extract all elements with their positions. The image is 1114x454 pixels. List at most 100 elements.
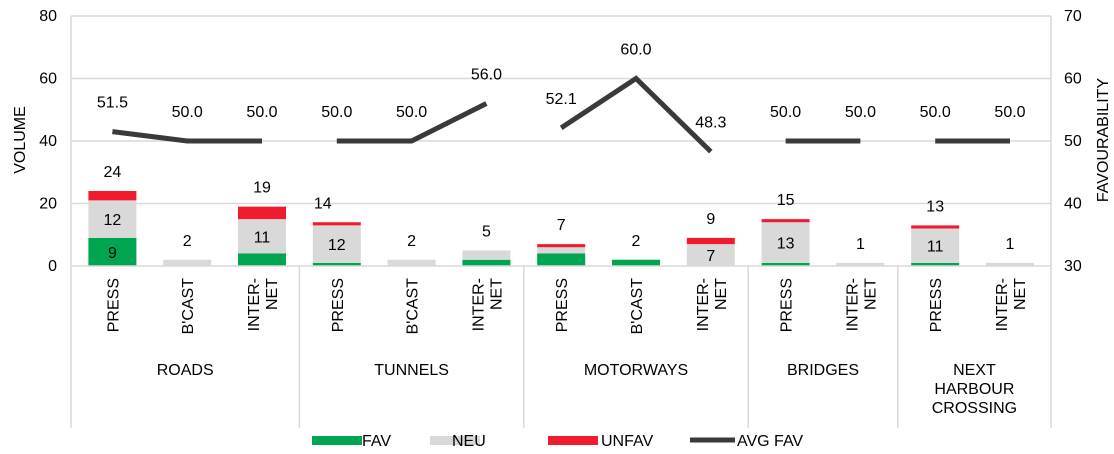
bar-segment-neu	[537, 247, 586, 254]
legend-swatch-unfav	[548, 436, 598, 445]
group-label: ROADS	[157, 362, 214, 379]
y-axis-right-title: FAVOURABILITY	[1095, 78, 1112, 203]
category-label: PRESS	[779, 278, 796, 332]
bar-segment-neu	[163, 259, 212, 266]
bar-segment-neu	[836, 262, 885, 266]
neu-data-label: 7	[706, 248, 715, 265]
bar-segment-neu	[462, 250, 511, 260]
avg-fav-data-label: 50.0	[321, 104, 352, 121]
bar-segment-fav	[462, 259, 511, 266]
neu-data-label: 11	[254, 229, 271, 246]
total-data-label: 1	[1006, 236, 1015, 253]
y-axis-left-title: VOLUME	[12, 106, 29, 174]
y-left-tick-label: 80	[39, 8, 57, 25]
bar-segment-fav	[612, 259, 660, 266]
bar-segment-neu	[986, 262, 1034, 266]
legend-swatch-neu	[430, 436, 480, 445]
category-label: B'CAST	[180, 278, 197, 335]
category-label: PRESS	[105, 278, 122, 332]
bar-segment-unfav	[761, 219, 810, 223]
total-data-label: 2	[632, 233, 641, 250]
group-label: TUNNELS	[374, 362, 449, 379]
avg-fav-data-label: 50.0	[172, 104, 203, 121]
category-label: INTER-NET	[994, 278, 1029, 332]
bar-segment-fav	[88, 237, 137, 266]
y-right-tick-label: 50	[1064, 133, 1082, 150]
bar-segment-unfav	[686, 237, 735, 245]
category-label: INTER-NET	[695, 278, 730, 332]
y-right-tick-label: 60	[1064, 71, 1082, 88]
avg-fav-data-label: 52.1	[546, 91, 577, 108]
bar-segment-fav	[537, 253, 586, 266]
y-left-tick-label: 20	[39, 196, 57, 213]
neu-data-label: 12	[328, 237, 346, 254]
total-data-label: 15	[777, 192, 795, 209]
legend: FAV NEU UNFAV AVG FAV	[312, 433, 803, 450]
bars	[88, 191, 1034, 266]
bar-segment-fav	[238, 253, 286, 266]
category-label: INTER-NET	[844, 278, 879, 332]
avg-fav-data-label: 50.0	[845, 104, 876, 121]
total-data-label: 13	[926, 198, 944, 215]
avg-fav-segment	[112, 129, 262, 144]
avg-fav-data-label: 51.5	[97, 95, 128, 112]
total-data-label: 5	[482, 223, 491, 240]
avg-fav-line	[112, 75, 1010, 154]
bar-segment-unfav	[312, 222, 361, 226]
y-left-tick-label: 0	[48, 258, 57, 275]
bar-segment-unfav	[537, 244, 586, 248]
avg-fav-data-label: 50.0	[396, 104, 427, 121]
total-data-label: 14	[314, 195, 332, 212]
legend-label-avg: AVG FAV	[737, 433, 803, 450]
category-label: B'CAST	[629, 278, 646, 335]
bar-segment-neu	[238, 219, 286, 254]
avg-fav-data-label: 56.0	[471, 67, 502, 84]
total-data-label: 1	[856, 236, 865, 253]
bar-segment-fav	[312, 262, 361, 266]
fav-data-label: 9	[108, 245, 117, 262]
x-axis: PRESS B'CAST INTER-NET PRESS B'CAST INTER-NET…	[70, 265, 1052, 428]
avg-fav-data-label: 50.0	[770, 104, 801, 121]
avg-fav-data-label: 60.0	[620, 42, 651, 59]
avg-fav-data-label: 50.0	[920, 104, 951, 121]
group-label: NEXT HARBOUR CROSSING	[932, 362, 1017, 417]
y-right-tick-label: 40	[1064, 196, 1082, 213]
legend-label-fav: FAV	[362, 433, 391, 450]
neu-data-label: 13	[777, 236, 795, 253]
avg-fav-segment	[559, 75, 713, 154]
bar-segment-neu	[686, 244, 735, 266]
y-left-tick-label: 40	[39, 133, 57, 150]
neu-data-label: 11	[927, 239, 944, 256]
category-label: PRESS	[330, 278, 347, 332]
bar-segment-neu	[88, 200, 137, 238]
group-label: BRIDGES	[787, 362, 859, 379]
category-label: INTER-NET	[470, 278, 505, 332]
y-right-tick-label: 30	[1064, 258, 1082, 275]
bar-segment-unfav	[88, 191, 137, 201]
bar-segment-neu	[761, 222, 810, 263]
bar-segment-neu	[387, 259, 436, 266]
y-axis-right-ticks: 30 40 50 60 70	[1064, 8, 1082, 275]
y-left-tick-label: 60	[39, 71, 57, 88]
legend-label-neu: NEU	[452, 433, 486, 450]
bar-segment-neu	[312, 225, 361, 263]
total-data-label: 2	[407, 233, 416, 250]
neu-data-label: 12	[104, 212, 122, 229]
legend-swatch-fav	[312, 436, 362, 445]
legend-label-unfav: UNFAV	[601, 433, 653, 450]
avg-fav-data-label: 50.0	[246, 104, 277, 121]
bar-segment-unfav	[911, 225, 960, 229]
category-label: B'CAST	[405, 278, 422, 335]
group-label: MOTORWAYS	[584, 362, 688, 379]
total-data-label: 24	[104, 164, 122, 181]
total-data-label: 19	[253, 180, 271, 197]
category-label: INTER-NET	[246, 278, 281, 332]
total-data-label: 7	[557, 217, 566, 234]
bar-segment-unfav	[238, 206, 286, 220]
category-label: PRESS	[554, 278, 571, 332]
bar-segment-fav	[911, 262, 960, 266]
avg-fav-segment	[336, 101, 488, 144]
total-data-label: 2	[183, 233, 192, 250]
